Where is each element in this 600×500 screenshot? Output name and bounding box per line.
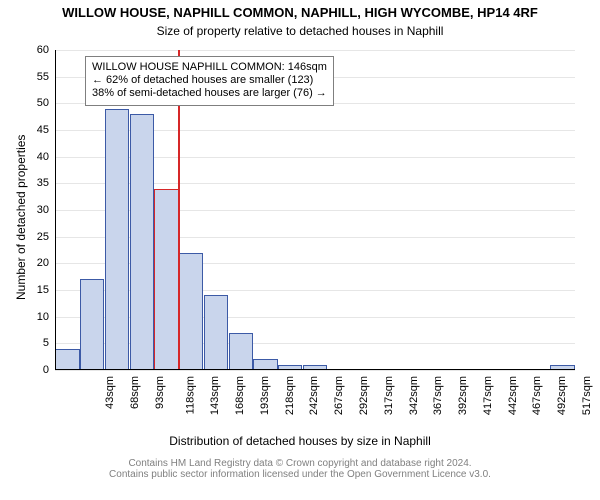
chart-title: WILLOW HOUSE, NAPHILL COMMON, NAPHILL, H…: [0, 5, 600, 20]
histogram-bar: [204, 295, 228, 370]
x-tick-label: 442sqm: [507, 376, 519, 415]
y-tick-label: 60: [0, 44, 49, 56]
histogram-bar: [229, 333, 253, 370]
y-tick-label: 45: [0, 124, 49, 136]
histogram-bar: [55, 349, 79, 370]
infobox-line-1: WILLOW HOUSE NAPHILL COMMON: 146sqm: [92, 61, 327, 74]
gridline: [55, 370, 575, 371]
x-tick-label: 168sqm: [234, 376, 246, 415]
y-tick-label: 55: [0, 71, 49, 83]
histogram-bar: [80, 279, 104, 370]
footer-line-2: Contains public sector information licen…: [0, 469, 600, 480]
x-tick-label: 317sqm: [383, 376, 395, 415]
x-tick-label: 292sqm: [358, 376, 370, 415]
chart-container: WILLOW HOUSE, NAPHILL COMMON, NAPHILL, H…: [0, 0, 600, 500]
x-tick-label: 267sqm: [333, 376, 345, 415]
x-tick-label: 367sqm: [432, 376, 444, 415]
y-tick-label: 30: [0, 204, 49, 216]
y-tick-label: 15: [0, 284, 49, 296]
x-tick-label: 517sqm: [581, 376, 593, 415]
histogram-bar: [179, 253, 203, 370]
y-tick-label: 0: [0, 364, 49, 376]
y-tick-label: 35: [0, 177, 49, 189]
footer-line-1: Contains HM Land Registry data © Crown c…: [0, 458, 600, 469]
x-tick-label: 68sqm: [129, 376, 141, 409]
histogram-bar: [130, 114, 154, 370]
histogram-bar: [105, 109, 129, 370]
x-tick-label: 342sqm: [408, 376, 420, 415]
x-axis-line: [55, 369, 575, 370]
gridline: [55, 50, 575, 51]
y-tick-label: 10: [0, 311, 49, 323]
y-tick-label: 25: [0, 231, 49, 243]
histogram-bar: [154, 189, 178, 370]
y-tick-label: 5: [0, 337, 49, 349]
footer-attribution: Contains HM Land Registry data © Crown c…: [0, 458, 600, 480]
reference-infobox: WILLOW HOUSE NAPHILL COMMON: 146sqm ← 62…: [85, 56, 334, 106]
infobox-line-3: 38% of semi-detached houses are larger (…: [92, 87, 327, 100]
x-tick-label: 218sqm: [284, 376, 296, 415]
x-tick-label: 193sqm: [259, 376, 271, 415]
y-tick-label: 50: [0, 97, 49, 109]
x-tick-label: 492sqm: [556, 376, 568, 415]
y-tick-label: 40: [0, 151, 49, 163]
x-tick-label: 43sqm: [104, 376, 116, 409]
x-tick-label: 118sqm: [184, 376, 196, 414]
chart-subtitle: Size of property relative to detached ho…: [0, 24, 600, 38]
infobox-line-2: ← 62% of detached houses are smaller (12…: [92, 74, 327, 87]
x-tick-label: 143sqm: [210, 376, 222, 415]
y-axis-line: [55, 50, 56, 370]
x-tick-label: 93sqm: [154, 376, 166, 409]
y-tick-label: 20: [0, 257, 49, 269]
x-tick-label: 467sqm: [531, 376, 543, 415]
x-axis-label: Distribution of detached houses by size …: [0, 434, 600, 448]
x-tick-label: 392sqm: [457, 376, 469, 415]
x-tick-label: 417sqm: [482, 376, 494, 415]
x-tick-label: 242sqm: [309, 376, 321, 415]
